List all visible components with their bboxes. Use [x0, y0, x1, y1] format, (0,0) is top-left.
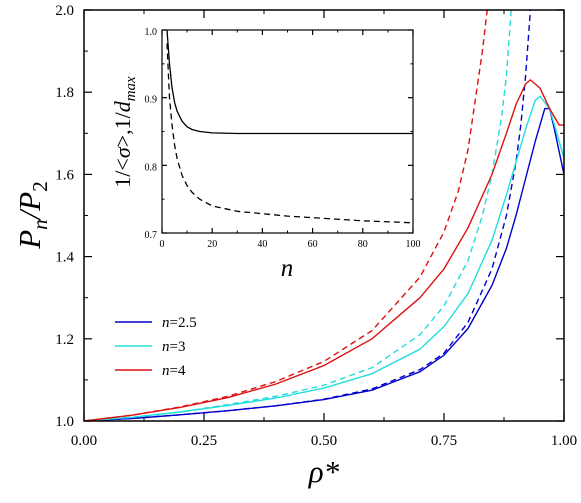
y-tick-label: 1.2: [55, 332, 74, 348]
legend-label: n=3: [162, 339, 185, 355]
series-line-n-3-dashed: [84, 10, 512, 421]
legend-label-suffix: =2.5: [170, 315, 197, 331]
x-tick-label: 0: [160, 239, 165, 250]
x-tick-label: 80: [358, 239, 368, 250]
inset-tick-marks: 0 20 40 60 80 100 0.7 0.8 0.9 1.0: [145, 27, 421, 250]
main-x-axis-title: ρ*: [308, 454, 340, 489]
inset-ylabel-part-sigma: σ: [110, 146, 135, 158]
inset-series-group: [166, 30, 413, 224]
ylabel-part-p: P: [12, 230, 47, 250]
inset-x-axis-title: n: [281, 255, 294, 282]
series-line-n-2-5-dashed: [84, 10, 532, 421]
y-tick-label: 1.8: [55, 85, 74, 101]
main-y-axis-title: Pn/P2: [12, 181, 52, 250]
inset-ylabel-part-1: 1/<: [110, 158, 135, 188]
inset-y-axis-title: 1/<σ>,1/dmax: [110, 76, 139, 188]
ylabel-part-slash: /P: [12, 192, 47, 222]
y-tick-label: 2.0: [55, 3, 74, 19]
x-tick-label: 0.00: [71, 433, 97, 449]
legend-label-prefix: n: [162, 339, 170, 355]
legend-label-suffix: =4: [170, 363, 186, 379]
inset-plot-frame: [161, 29, 414, 234]
legend-label-prefix: n: [162, 363, 170, 379]
y-tick-label: 1.0: [145, 27, 158, 38]
y-tick-label: 0.8: [145, 162, 158, 173]
inset-ylabel-part-max: max: [123, 76, 139, 101]
y-tick-label: 1.4: [55, 250, 74, 266]
x-tick-label: 1.00: [551, 433, 577, 449]
legend-label-prefix: n: [162, 315, 170, 331]
x-tick-label: 0.25: [191, 433, 217, 449]
legend: n=2.5n=3n=4: [115, 315, 197, 379]
series-line-n-4: [84, 79, 564, 421]
x-tick-label: 20: [207, 239, 217, 250]
x-tick-label: 60: [308, 239, 318, 250]
series-line-n-3: [84, 95, 564, 421]
legend-label-suffix: =3: [170, 339, 186, 355]
series-line-1: [166, 30, 413, 135]
series-line-1-d-max: [166, 43, 413, 224]
y-tick-label: 1.0: [55, 414, 74, 430]
legend-label: n=2.5: [162, 315, 197, 331]
y-tick-label: 0.7: [145, 230, 158, 241]
inset-ylabel-part-d: d: [110, 100, 135, 112]
legend-label: n=4: [162, 363, 186, 379]
x-tick-label: 40: [257, 239, 267, 250]
ylabel-part-n: n: [28, 219, 52, 230]
x-tick-label: 100: [406, 239, 421, 250]
ylabel-part-2: 2: [28, 181, 52, 192]
main-series-group: [84, 10, 564, 421]
inset-ylabel-part-2: >,1/: [110, 111, 135, 147]
main-plot-frame: [83, 9, 565, 422]
x-tick-label: 0.75: [431, 433, 457, 449]
x-tick-label: 0.50: [311, 433, 337, 449]
y-tick-label: 1.6: [55, 167, 74, 183]
y-tick-label: 0.9: [145, 95, 158, 106]
series-line-n-4-dashed: [84, 10, 488, 421]
